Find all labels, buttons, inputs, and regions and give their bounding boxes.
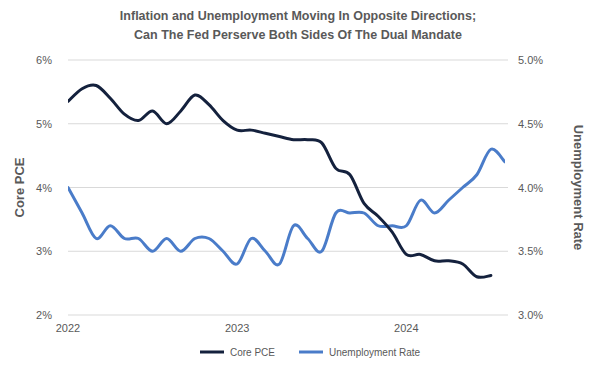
grid-line [68,315,505,316]
title-line: Can The Fed Perserve Both Sides Of The D… [134,28,462,42]
series-line [68,149,505,265]
y2-tick-mark [505,60,508,61]
legend-swatch [299,351,323,354]
y-tick-label: 6% [36,54,52,66]
x-tick-label: 2022 [56,322,80,334]
legend-label: Unemployment Rate [329,347,421,358]
title: Inflation and Unemployment Moving In Opp… [120,9,476,42]
x-tick-label: 2024 [394,322,418,334]
y-axis-title: Core PCE [12,157,27,217]
y2-tick-label: 4.0% [518,182,543,194]
background [0,0,596,366]
y2-tick-label: 3.0% [518,309,543,321]
y-tick-label: 2% [36,309,52,321]
grid-line [68,251,505,252]
grid-line [68,187,505,188]
y2-tick-mark [505,123,508,124]
y2-tick-label: 3.5% [518,245,543,257]
y2-tick-label: 5.0% [518,54,543,66]
title-line: Inflation and Unemployment Moving In Opp… [120,9,476,23]
y2-axis-title: Unemployment Rate [571,125,586,251]
plot-area [68,85,505,277]
x-tick-label: 2023 [225,322,249,334]
y2-tick-mark [505,187,508,188]
y-tick-label: 5% [36,118,52,130]
y-tick-label: 3% [36,245,52,257]
legend-swatch [200,351,224,354]
y-tick-label: 4% [36,182,52,194]
legend-label: Core PCE [230,347,275,358]
y2-tick-mark [505,251,508,252]
y2-tick-mark [505,315,508,316]
series-line [68,85,491,277]
grid-line [68,123,505,124]
chart: Inflation and Unemployment Moving In Opp… [0,0,596,366]
y2-tick-label: 4.5% [518,118,543,130]
grid-line [68,60,505,61]
